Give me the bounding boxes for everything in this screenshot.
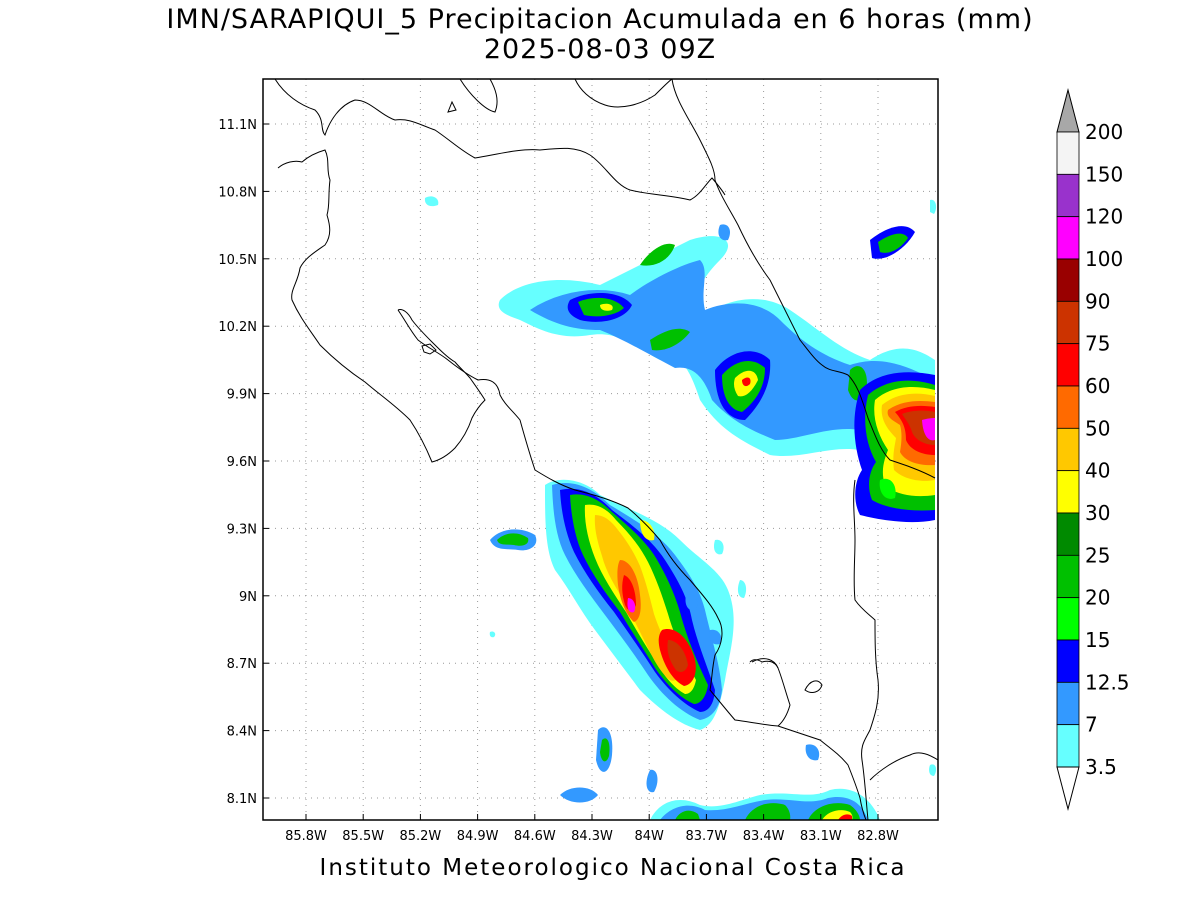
lake-nicaragua	[459, 79, 498, 113]
colorbar-swatch	[1056, 300, 1080, 345]
colorbar-label: 50	[1085, 416, 1110, 440]
island	[447, 100, 457, 113]
map-title: IMN/SARAPIQUI_5 Precipitacion Acumulada …	[166, 4, 1034, 35]
lon-tick-label: 84.6W	[514, 829, 556, 844]
colorbar-swatch	[1056, 131, 1080, 175]
lon-tick-label: 83.1W	[800, 829, 842, 844]
precip-small-cells	[424, 196, 937, 803]
colorbar-over-triangle	[1056, 88, 1080, 133]
colorbar-label: 20	[1085, 586, 1110, 610]
map-subtitle-date: 2025-08-03 09Z	[483, 34, 717, 65]
lat-tick-label: 9.6N	[227, 455, 257, 470]
plot-area	[263, 79, 938, 820]
colorbar-label: 150	[1085, 162, 1123, 186]
nicaragua-coast-north	[574, 79, 673, 108]
footer-credit: Instituto Meteorologico Nacional Costa R…	[319, 855, 907, 881]
lat-tick-label: 10.5N	[218, 253, 257, 268]
coastlines	[274, 79, 938, 820]
lat-tick-label: 9.3N	[227, 522, 257, 537]
lon-tick-label: 85.2W	[399, 829, 441, 844]
colorbar-label: 100	[1085, 247, 1123, 271]
colorbar-swatch	[1056, 343, 1080, 387]
pacific-coast-central	[397, 309, 791, 727]
colorbar-label: 200	[1085, 120, 1123, 144]
colorbar-swatch	[1056, 385, 1080, 429]
colorbar-label: 7	[1085, 713, 1098, 737]
colorbar-label: 3.5	[1085, 755, 1117, 779]
lat-tick-label: 10.2N	[218, 320, 257, 335]
caribbean-coast	[671, 79, 936, 479]
colorbar-swatch	[1056, 470, 1080, 514]
colorbar-swatch	[1056, 681, 1080, 726]
colorbar-swatch	[1056, 258, 1080, 302]
lat-tick-label: 9N	[239, 590, 257, 605]
lon-tick-label: 85.8W	[285, 829, 327, 844]
plot-border	[262, 78, 939, 821]
lat-tick-label: 8.4N	[227, 725, 257, 740]
gulf-island	[751, 658, 779, 669]
colorbar-label: 25	[1085, 543, 1110, 567]
colorbar-label: 90	[1085, 289, 1110, 313]
colorbar-label: 30	[1085, 501, 1110, 525]
colorbar-swatch	[1056, 173, 1080, 218]
nicaragua-lake-coast	[274, 79, 726, 201]
colorbar-label: 15	[1085, 628, 1110, 652]
lon-tick-label: 84.3W	[571, 829, 613, 844]
colorbar-swatch	[1056, 427, 1080, 472]
colorbar-swatch	[1056, 597, 1080, 641]
colorbar-under-triangle	[1056, 766, 1080, 811]
precip-field	[424, 196, 937, 820]
pacific-coast-nicoya	[277, 149, 486, 463]
lon-tick-label: 83.7W	[685, 829, 727, 844]
colorbar-swatch	[1056, 639, 1080, 683]
colorbar-swatch	[1056, 216, 1080, 260]
nicoya-island	[421, 343, 437, 355]
colorbar-swatch	[1056, 554, 1080, 599]
precip-cell-east	[854, 372, 935, 523]
pacific-coast-south	[777, 725, 867, 820]
colorbar-label: 12.5	[1085, 670, 1130, 694]
colorbar-legend: 200 150 120 100 90 75 60 50 40 30 25 20 15 12.5 7 3.5	[1056, 88, 1130, 811]
lat-tick-label: 11.1N	[218, 118, 257, 133]
southern-pen	[804, 680, 823, 693]
colorbar-label: 60	[1085, 374, 1110, 398]
lon-tick-label: 83.4W	[743, 829, 785, 844]
colorbar-label: 120	[1085, 205, 1123, 229]
lon-tick-label: 82.8W	[857, 829, 899, 844]
colorbar-label: 75	[1085, 332, 1110, 356]
lat-tick-label: 9.9N	[227, 388, 257, 403]
lon-axis: 85.8W 85.5W 85.2W 84.9W 84.6W 84.3W 84W 83.7W 83…	[285, 814, 899, 844]
burica	[869, 752, 938, 781]
colorbar-swatch	[1056, 512, 1080, 556]
lat-tick-label: 10.8N	[218, 185, 257, 200]
lat-tick-label: 8.1N	[227, 792, 257, 807]
lat-axis: 11.1N 10.8N 10.5N 10.2N 9.9N 9.6N 9.3N 9N 8.7N 8.…	[218, 118, 269, 807]
lon-tick-label: 85.5W	[342, 829, 384, 844]
precip-band-central	[545, 479, 734, 730]
colorbar-label: 40	[1085, 459, 1110, 483]
panama-border	[853, 479, 879, 820]
lon-tick-label: 84.9W	[457, 829, 499, 844]
lat-tick-label: 8.7N	[227, 657, 257, 672]
precip-band-north	[498, 224, 935, 470]
colorbar-swatch	[1056, 724, 1080, 768]
lon-tick-label: 84W	[634, 829, 664, 844]
